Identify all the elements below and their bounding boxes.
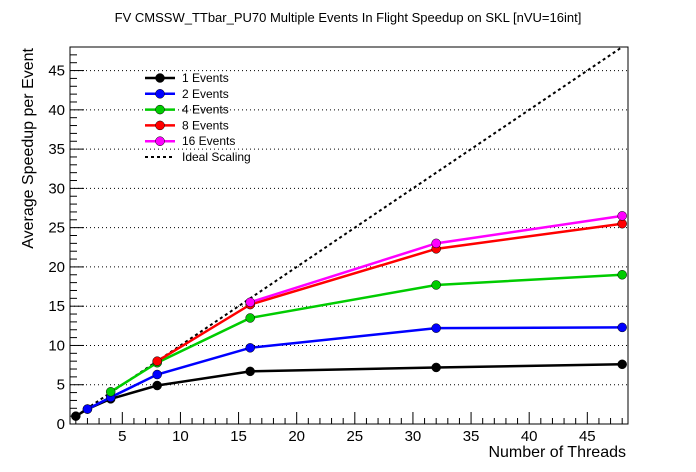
series-3 [105,270,627,397]
data-point [105,387,116,397]
series-line [156,222,623,363]
x-tick-label: 10 [172,428,189,445]
y-axis-title: Average Speedup per Event [20,47,37,248]
y-tick-label: 25 [48,220,65,237]
y-axis: 0 5 10 15 20 25 30 35 40 45 [48,46,84,433]
chart-title: FV CMSSW_TTbar_PU70 Multiple Events In F… [115,10,582,25]
legend-label: Ideal Scaling [182,150,251,164]
y-tick-label: 0 [57,416,65,433]
x-tick-label: 15 [230,428,247,445]
legend-swatch-marker [155,120,165,131]
y-tick-label: 5 [57,377,65,394]
data-point [245,297,255,308]
y-tick-label: 45 [48,63,65,80]
data-point [245,343,255,353]
y-tick-label: 20 [48,259,65,276]
data-point [617,359,627,370]
data-point [152,380,162,391]
x-tick-label: 45 [579,428,596,445]
x-axis-title: Number of Threads [488,444,626,461]
data-point [431,323,441,333]
series-line [110,273,623,393]
legend-item: 16 Events [145,134,235,148]
legend-swatch-marker [155,73,165,83]
data-point [617,211,627,221]
y-tick-label: 35 [48,141,65,158]
x-tick-label: 25 [346,428,363,445]
x-axis: 5 10 15 20 25 30 35 40 45 [75,412,623,445]
x-tick-label: 40 [521,428,538,445]
data-point [617,270,627,280]
data-point [617,322,627,333]
data-point [245,313,255,323]
data-point [245,366,255,377]
legend-label: 4 Events [182,103,229,117]
series-group [71,211,627,421]
y-tick-label: 40 [48,102,65,119]
x-tick-label: 5 [118,428,126,445]
y-tick-label: 30 [48,180,65,197]
y-tick-label: 15 [48,298,65,315]
x-tick-label: 35 [463,428,480,445]
legend-swatch-marker [155,136,165,146]
legend-label: 8 Events [182,118,229,132]
series-5 [245,211,627,308]
legend-swatch-marker [155,89,165,99]
x-tick-label: 30 [405,428,422,445]
data-point [431,238,441,249]
data-point [82,404,93,414]
legend-swatch-marker [155,104,165,115]
legend-item: 4 Events [145,103,229,117]
x-tick-label: 20 [288,428,305,445]
legend-item: 8 Events [145,118,229,132]
data-point [431,280,441,290]
legend-item: 2 Events [145,87,229,101]
series-1 [71,359,627,421]
legend-item: Ideal Scaling [145,150,251,164]
y-tick-label: 10 [48,337,65,354]
data-point [152,369,162,380]
legend-label: 1 Events [182,71,229,85]
data-point [431,362,441,373]
legend-item: 1 Events [145,71,229,85]
data-point [152,356,162,366]
legend-label: 16 Events [182,134,235,148]
legend-label: 2 Events [182,87,229,101]
